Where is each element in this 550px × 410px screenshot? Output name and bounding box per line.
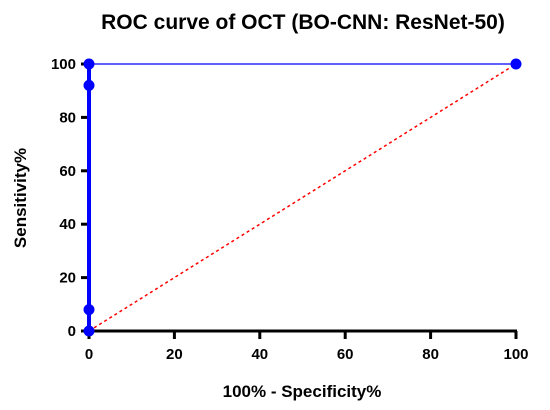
plot-area <box>83 58 522 337</box>
roc-point <box>83 79 95 91</box>
y-axis-label: Sensitivity% <box>11 148 30 248</box>
y-tick-label: 0 <box>68 323 76 340</box>
x-axis: 0 20 40 60 80 100 <box>85 329 529 363</box>
y-tick-label: 60 <box>59 163 76 180</box>
roc-point <box>83 58 95 70</box>
y-tick-label: 100 <box>51 56 76 73</box>
y-tick-label: 20 <box>59 270 76 287</box>
x-tick-label: 40 <box>251 346 268 363</box>
x-axis-label: 100% - Specificity% <box>223 382 382 401</box>
x-tick-label: 60 <box>337 346 354 363</box>
chart-title: ROC curve of OCT (BO-CNN: ResNet-50) <box>101 11 505 34</box>
y-axis: 0 20 40 60 80 100 <box>51 56 91 340</box>
roc-point <box>83 304 95 316</box>
x-tick-label: 100 <box>503 346 528 363</box>
y-tick-label: 80 <box>59 109 76 126</box>
x-tick-label: 20 <box>166 346 183 363</box>
y-tick-label: 40 <box>59 216 76 233</box>
x-tick-label: 0 <box>85 346 93 363</box>
x-tick-label: 80 <box>422 346 439 363</box>
roc-point <box>510 58 522 70</box>
reference-diagonal-line <box>88 63 517 332</box>
roc-point <box>83 325 95 337</box>
